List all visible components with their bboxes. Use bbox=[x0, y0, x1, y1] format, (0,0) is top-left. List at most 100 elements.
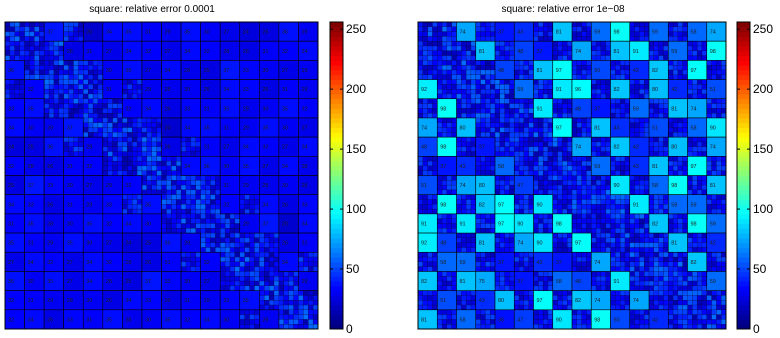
heatmap-cell bbox=[73, 74, 79, 81]
block-rank-label: 37 bbox=[262, 221, 268, 227]
heatmap-cell bbox=[480, 26, 486, 33]
heatmap-cell bbox=[249, 204, 255, 210]
heatmap-cell bbox=[586, 261, 592, 268]
heatmap-cell bbox=[509, 242, 515, 248]
heatmap-cell bbox=[663, 261, 669, 268]
heatmap-block bbox=[687, 60, 708, 80]
block-rank-label: 81 bbox=[479, 49, 485, 55]
heatmap-cell bbox=[634, 93, 640, 100]
heatmap-cell bbox=[610, 69, 616, 76]
heatmap-cell bbox=[653, 194, 660, 200]
heatmap-cell bbox=[668, 300, 674, 306]
heatmap-cell bbox=[485, 93, 491, 100]
block-rank-label: 34 bbox=[184, 164, 190, 170]
heatmap-cell bbox=[73, 60, 79, 66]
heatmap-cell bbox=[470, 194, 477, 200]
heatmap-cell bbox=[629, 31, 636, 37]
heatmap-cell bbox=[677, 295, 684, 301]
heatmap-cell bbox=[220, 242, 226, 248]
heatmap-cell bbox=[552, 175, 559, 181]
heatmap-cell bbox=[441, 213, 448, 220]
heatmap-cell bbox=[648, 280, 655, 287]
heatmap-cell bbox=[552, 103, 559, 109]
heatmap-cell bbox=[687, 146, 693, 152]
heatmap-cell bbox=[595, 213, 602, 220]
heatmap-cell bbox=[701, 232, 708, 239]
heatmap-cell bbox=[557, 41, 563, 47]
heatmap-cell bbox=[427, 204, 433, 210]
heatmap-cell bbox=[87, 122, 94, 128]
heatmap-block bbox=[687, 156, 708, 176]
heatmap-cell bbox=[595, 194, 602, 200]
block-rank-label: 98 bbox=[556, 221, 562, 227]
colorbar-segment bbox=[737, 165, 750, 172]
heatmap-cell bbox=[451, 21, 457, 28]
heatmap-cell bbox=[465, 112, 472, 119]
heatmap-cell bbox=[4, 50, 11, 57]
heatmap-cell bbox=[480, 21, 486, 28]
heatmap-cell bbox=[200, 204, 206, 210]
block-rank-label: 30 bbox=[67, 221, 73, 227]
heatmap-cell bbox=[456, 79, 462, 85]
block-rank-label: 31 bbox=[204, 145, 210, 151]
heatmap-cell bbox=[210, 180, 216, 186]
colorbar-segment bbox=[330, 127, 343, 133]
colorbar-segment bbox=[737, 285, 750, 292]
block-rank-label: 97 bbox=[691, 68, 697, 74]
heatmap-cell bbox=[249, 208, 255, 215]
heatmap-cell bbox=[273, 300, 280, 306]
heatmap-cell bbox=[417, 290, 424, 296]
heatmap-cell bbox=[456, 55, 462, 61]
heatmap-cell bbox=[244, 237, 250, 244]
block-rank-label: 37 bbox=[594, 106, 600, 112]
heatmap-cell bbox=[648, 103, 655, 109]
heatmap-cell bbox=[87, 93, 94, 100]
heatmap-cell bbox=[446, 26, 453, 33]
heatmap-cell bbox=[595, 271, 602, 277]
heatmap-cell bbox=[34, 31, 40, 37]
heatmap-cell bbox=[446, 65, 453, 71]
heatmap-cell bbox=[629, 122, 636, 128]
heatmap-cell bbox=[696, 189, 703, 196]
heatmap-cell bbox=[523, 170, 530, 176]
heatmap-cell bbox=[518, 117, 525, 124]
heatmap-cell bbox=[557, 232, 563, 239]
heatmap-cell bbox=[696, 300, 703, 306]
heatmap-cell bbox=[591, 93, 597, 100]
heatmap-cell bbox=[711, 69, 717, 76]
heatmap-cell bbox=[595, 79, 602, 85]
heatmap-cell bbox=[518, 252, 525, 258]
block-rank-label: 81 bbox=[460, 279, 466, 285]
heatmap-cell bbox=[658, 266, 664, 272]
heatmap-cell bbox=[53, 60, 60, 66]
heatmap-cell bbox=[437, 223, 443, 229]
heatmap-cell bbox=[195, 175, 202, 181]
heatmap-cell bbox=[682, 65, 688, 71]
heatmap-cell bbox=[427, 304, 433, 311]
heatmap-cell bbox=[166, 189, 172, 196]
heatmap-cell bbox=[259, 261, 265, 268]
heatmap-cell bbox=[711, 156, 717, 162]
heatmap-cell bbox=[576, 21, 583, 28]
heatmap-cell bbox=[146, 132, 153, 138]
heatmap-cell bbox=[624, 204, 631, 210]
heatmap-cell bbox=[185, 256, 192, 263]
heatmap-cell bbox=[166, 228, 172, 234]
heatmap-cell bbox=[244, 266, 250, 272]
heatmap-cell bbox=[273, 276, 280, 282]
heatmap-cell bbox=[716, 60, 722, 66]
heatmap-cell bbox=[528, 69, 534, 76]
block-rank-label: 48 bbox=[575, 279, 581, 285]
heatmap-cell bbox=[562, 194, 568, 200]
heatmap-cell bbox=[215, 242, 221, 248]
heatmap-cell bbox=[552, 160, 559, 167]
heatmap-cell bbox=[244, 261, 250, 268]
heatmap-cell bbox=[102, 146, 109, 152]
heatmap-cell bbox=[185, 189, 192, 196]
heatmap-cell bbox=[677, 271, 684, 277]
heatmap-cell bbox=[441, 223, 448, 229]
heatmap-cell bbox=[605, 175, 611, 181]
heatmap-cell bbox=[92, 122, 99, 128]
heatmap-cell bbox=[562, 180, 568, 186]
heatmap-cell bbox=[533, 175, 539, 181]
